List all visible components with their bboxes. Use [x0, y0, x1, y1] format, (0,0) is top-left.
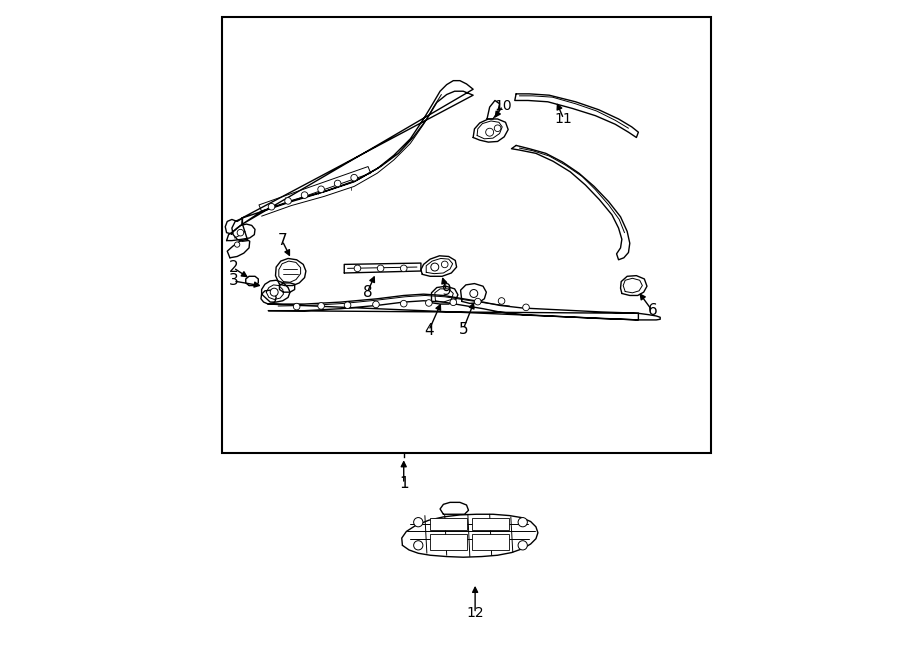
Text: 6: 6 — [647, 303, 657, 318]
Circle shape — [318, 186, 324, 192]
Text: 12: 12 — [466, 606, 484, 621]
Circle shape — [270, 288, 278, 296]
Polygon shape — [620, 276, 647, 295]
Polygon shape — [440, 502, 469, 514]
Bar — [430, 518, 466, 530]
Bar — [222, 17, 711, 453]
Polygon shape — [421, 256, 456, 276]
Polygon shape — [232, 218, 248, 241]
Circle shape — [518, 518, 527, 527]
Text: 3: 3 — [229, 274, 238, 288]
Text: 2: 2 — [229, 260, 238, 275]
Circle shape — [518, 541, 527, 550]
Circle shape — [268, 204, 274, 210]
Circle shape — [450, 299, 456, 305]
Polygon shape — [227, 239, 249, 258]
Polygon shape — [242, 81, 473, 224]
Polygon shape — [515, 94, 638, 137]
Polygon shape — [344, 263, 421, 273]
Polygon shape — [262, 280, 290, 302]
Polygon shape — [461, 284, 486, 303]
Text: 7: 7 — [277, 233, 287, 248]
Polygon shape — [275, 258, 306, 286]
Polygon shape — [280, 283, 294, 292]
Circle shape — [494, 125, 501, 132]
Circle shape — [486, 128, 493, 136]
Text: 10: 10 — [494, 98, 512, 113]
Circle shape — [318, 303, 324, 309]
Polygon shape — [268, 294, 638, 320]
Circle shape — [238, 229, 244, 236]
Polygon shape — [279, 261, 301, 282]
Circle shape — [355, 265, 361, 272]
Polygon shape — [266, 285, 284, 299]
Polygon shape — [225, 218, 242, 234]
Circle shape — [302, 192, 308, 198]
Circle shape — [284, 198, 292, 204]
Polygon shape — [227, 224, 255, 241]
Circle shape — [499, 297, 505, 304]
Circle shape — [414, 518, 423, 527]
Polygon shape — [623, 278, 643, 293]
Circle shape — [400, 300, 407, 307]
Circle shape — [293, 303, 300, 310]
Circle shape — [400, 265, 407, 272]
Circle shape — [523, 304, 529, 311]
Circle shape — [377, 265, 384, 272]
Polygon shape — [477, 121, 502, 139]
Circle shape — [373, 301, 379, 308]
Circle shape — [426, 299, 432, 306]
Circle shape — [431, 263, 439, 271]
Text: 5: 5 — [458, 322, 468, 336]
Circle shape — [414, 541, 423, 550]
Polygon shape — [435, 289, 454, 302]
Polygon shape — [246, 276, 258, 286]
Circle shape — [441, 261, 448, 268]
Polygon shape — [638, 313, 661, 320]
Polygon shape — [511, 145, 630, 260]
Polygon shape — [427, 258, 453, 274]
Polygon shape — [473, 119, 508, 142]
Polygon shape — [259, 167, 371, 212]
Polygon shape — [487, 100, 500, 119]
Circle shape — [344, 302, 351, 309]
Circle shape — [235, 242, 239, 247]
Bar — [472, 534, 508, 550]
Bar — [472, 518, 508, 530]
Bar — [430, 534, 466, 550]
Polygon shape — [261, 290, 276, 304]
Polygon shape — [431, 286, 458, 304]
Circle shape — [474, 298, 482, 305]
Text: 1: 1 — [399, 477, 409, 491]
Text: 4: 4 — [424, 323, 434, 338]
Circle shape — [351, 175, 357, 181]
Circle shape — [334, 180, 341, 187]
Text: 11: 11 — [554, 112, 572, 126]
Polygon shape — [401, 514, 538, 557]
Circle shape — [470, 290, 478, 297]
Text: 8: 8 — [363, 285, 373, 299]
Text: 9: 9 — [442, 284, 452, 298]
